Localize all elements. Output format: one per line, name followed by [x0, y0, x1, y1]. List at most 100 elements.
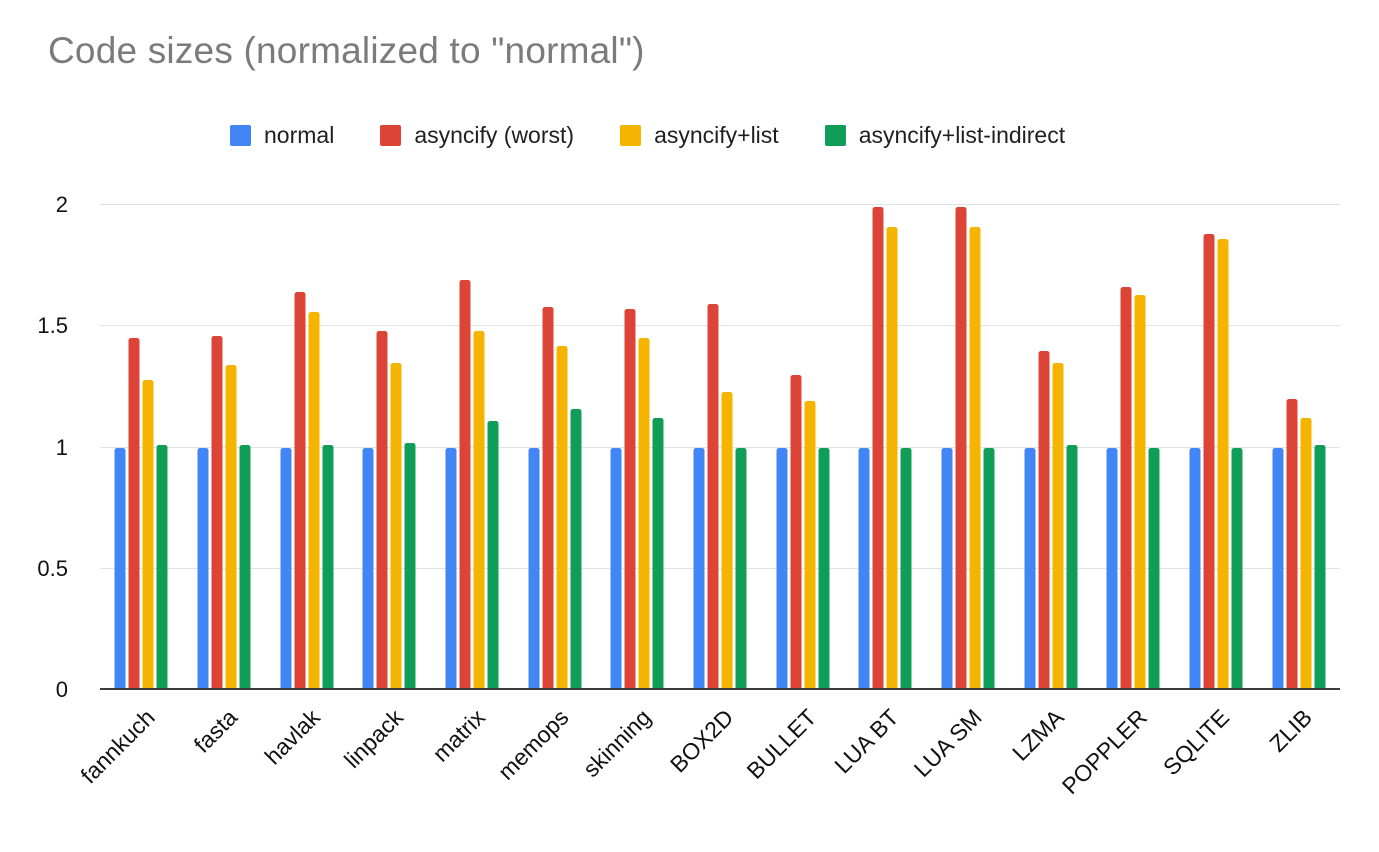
chart-title: Code sizes (normalized to "normal") — [48, 30, 645, 71]
bar-normal — [197, 447, 209, 690]
bar-asyncify+list-indirect — [322, 445, 334, 690]
bar-asyncify+list-indirect — [1066, 445, 1078, 690]
x-axis-label-memops: memops — [492, 704, 574, 785]
bar-group-zlib: ZLIB — [1257, 205, 1340, 757]
bar-normal — [280, 447, 292, 690]
bar-normal — [362, 447, 374, 690]
bar-asyncify-worst — [211, 335, 223, 690]
y-tick-label-0: 0 — [55, 677, 68, 702]
legend-item-normal: normal — [230, 122, 334, 149]
gridline — [100, 567, 1340, 569]
bars — [1024, 350, 1078, 690]
bar-group-memops: memops — [492, 205, 596, 785]
legend-item-asyncify-worst: asyncify (worst) — [380, 122, 574, 149]
bar-group-linpack: linpack — [339, 205, 431, 773]
bar-asyncify+list-indirect — [1314, 445, 1326, 690]
bar-group-box2d: BOX2D — [665, 205, 762, 778]
bar-asyncify-worst — [1203, 234, 1215, 690]
bar-group-poppler: POPPLER — [1057, 205, 1175, 799]
bar-normal — [610, 447, 622, 690]
x-axis-label-lua-sm: LUA SM — [908, 704, 987, 783]
bar-asyncify+list-indirect — [1231, 447, 1243, 690]
bar-normal — [693, 447, 705, 690]
bar-asyncify-worst — [707, 304, 719, 690]
bar-asyncify-worst — [459, 280, 471, 690]
bar-asyncify+list-indirect — [900, 447, 912, 690]
legend-swatch-asyncify-worst — [380, 125, 402, 146]
bar-asyncify+list — [1134, 294, 1146, 690]
y-tick-label-2: 2 — [55, 192, 68, 217]
bars — [776, 374, 830, 690]
bar-asyncify+list-indirect — [652, 418, 664, 690]
bars — [197, 335, 251, 690]
bar-normal — [445, 447, 457, 690]
x-axis-line — [100, 688, 1340, 690]
bar-asyncify-worst — [872, 207, 884, 690]
legend-label: asyncify (worst) — [414, 122, 575, 148]
bars — [114, 338, 168, 690]
bar-group-sqlite: SQLITE — [1158, 205, 1258, 780]
bar-asyncify+list-indirect — [487, 420, 499, 690]
bar-group-lua-bt: LUA BT — [829, 205, 927, 778]
bars — [280, 292, 334, 690]
bar-normal — [776, 447, 788, 690]
bar-asyncify+list — [390, 362, 402, 690]
legend-swatch-asyncify+list-indirect — [824, 125, 846, 146]
bar-normal — [1024, 447, 1036, 690]
x-axis-label-matrix: matrix — [427, 704, 491, 767]
bar-asyncify-worst — [624, 309, 636, 690]
bar-group-lua-sm: LUA SM — [908, 205, 1010, 782]
bar-groups: fannkuch fasta havlak linpack matrix memops sk… — [75, 205, 1340, 799]
legend-label: asyncify+list-indirect — [858, 122, 1066, 148]
bar-asyncify+list-indirect — [239, 445, 251, 690]
bar-asyncify+list — [142, 379, 154, 690]
x-axis-label-fasta: fasta — [188, 704, 243, 758]
bar-normal — [1189, 447, 1201, 690]
bars — [1106, 287, 1160, 690]
x-axis-label-bullet: BULLET — [741, 704, 822, 784]
bar-asyncify+list — [473, 331, 485, 690]
bar-asyncify-worst — [1286, 399, 1298, 690]
bar-group-lzma: LZMA — [1007, 205, 1092, 766]
legend-label: asyncify+list — [654, 122, 779, 148]
bars — [528, 306, 582, 690]
bar-group-havlak: havlak — [260, 205, 348, 769]
x-axis-label-fannkuch: fannkuch — [75, 704, 160, 789]
bar-normal — [858, 447, 870, 690]
bar-normal — [941, 447, 953, 690]
x-axis-label-lzma: LZMA — [1007, 704, 1070, 766]
bar-asyncify+list — [804, 401, 816, 690]
bar-group-matrix: matrix — [428, 205, 514, 767]
bars — [1189, 234, 1243, 690]
bar-asyncify+list-indirect — [1148, 447, 1160, 690]
bar-asyncify-worst — [1038, 350, 1050, 690]
x-axis-label-box2d: BOX2D — [664, 704, 739, 778]
bar-asyncify+list — [225, 365, 237, 690]
bar-asyncify+list-indirect — [735, 447, 747, 690]
bar-asyncify+list — [1300, 418, 1312, 690]
bars — [362, 331, 416, 690]
plot-area: fannkuch fasta havlak linpack matrix memops sk… — [75, 204, 1340, 799]
legend-label: normal — [264, 122, 335, 148]
x-axis-label-poppler: POPPLER — [1056, 704, 1152, 800]
y-tick-label-1: 1 — [55, 434, 68, 460]
bar-asyncify-worst — [542, 306, 554, 690]
gridline — [100, 446, 1340, 448]
y-tick-label-0.5: 0.5 — [37, 555, 68, 581]
bar-asyncify+list — [556, 345, 568, 690]
y-tick-label-1.5: 1.5 — [37, 313, 68, 339]
bar-asyncify+list — [1052, 362, 1064, 690]
bar-asyncify+list-indirect — [156, 445, 168, 690]
x-axis-label-linpack: linpack — [338, 704, 408, 774]
bar-normal — [1272, 447, 1284, 690]
bar-asyncify+list-indirect — [570, 408, 582, 690]
bar-asyncify+list — [886, 226, 898, 690]
bar-asyncify-worst — [790, 374, 802, 690]
bar-asyncify+list — [1217, 238, 1229, 690]
bar-normal — [528, 447, 540, 690]
bars — [858, 207, 912, 690]
bar-asyncify-worst — [1120, 287, 1132, 690]
bar-asyncify+list — [969, 226, 981, 690]
bar-normal — [114, 447, 126, 690]
